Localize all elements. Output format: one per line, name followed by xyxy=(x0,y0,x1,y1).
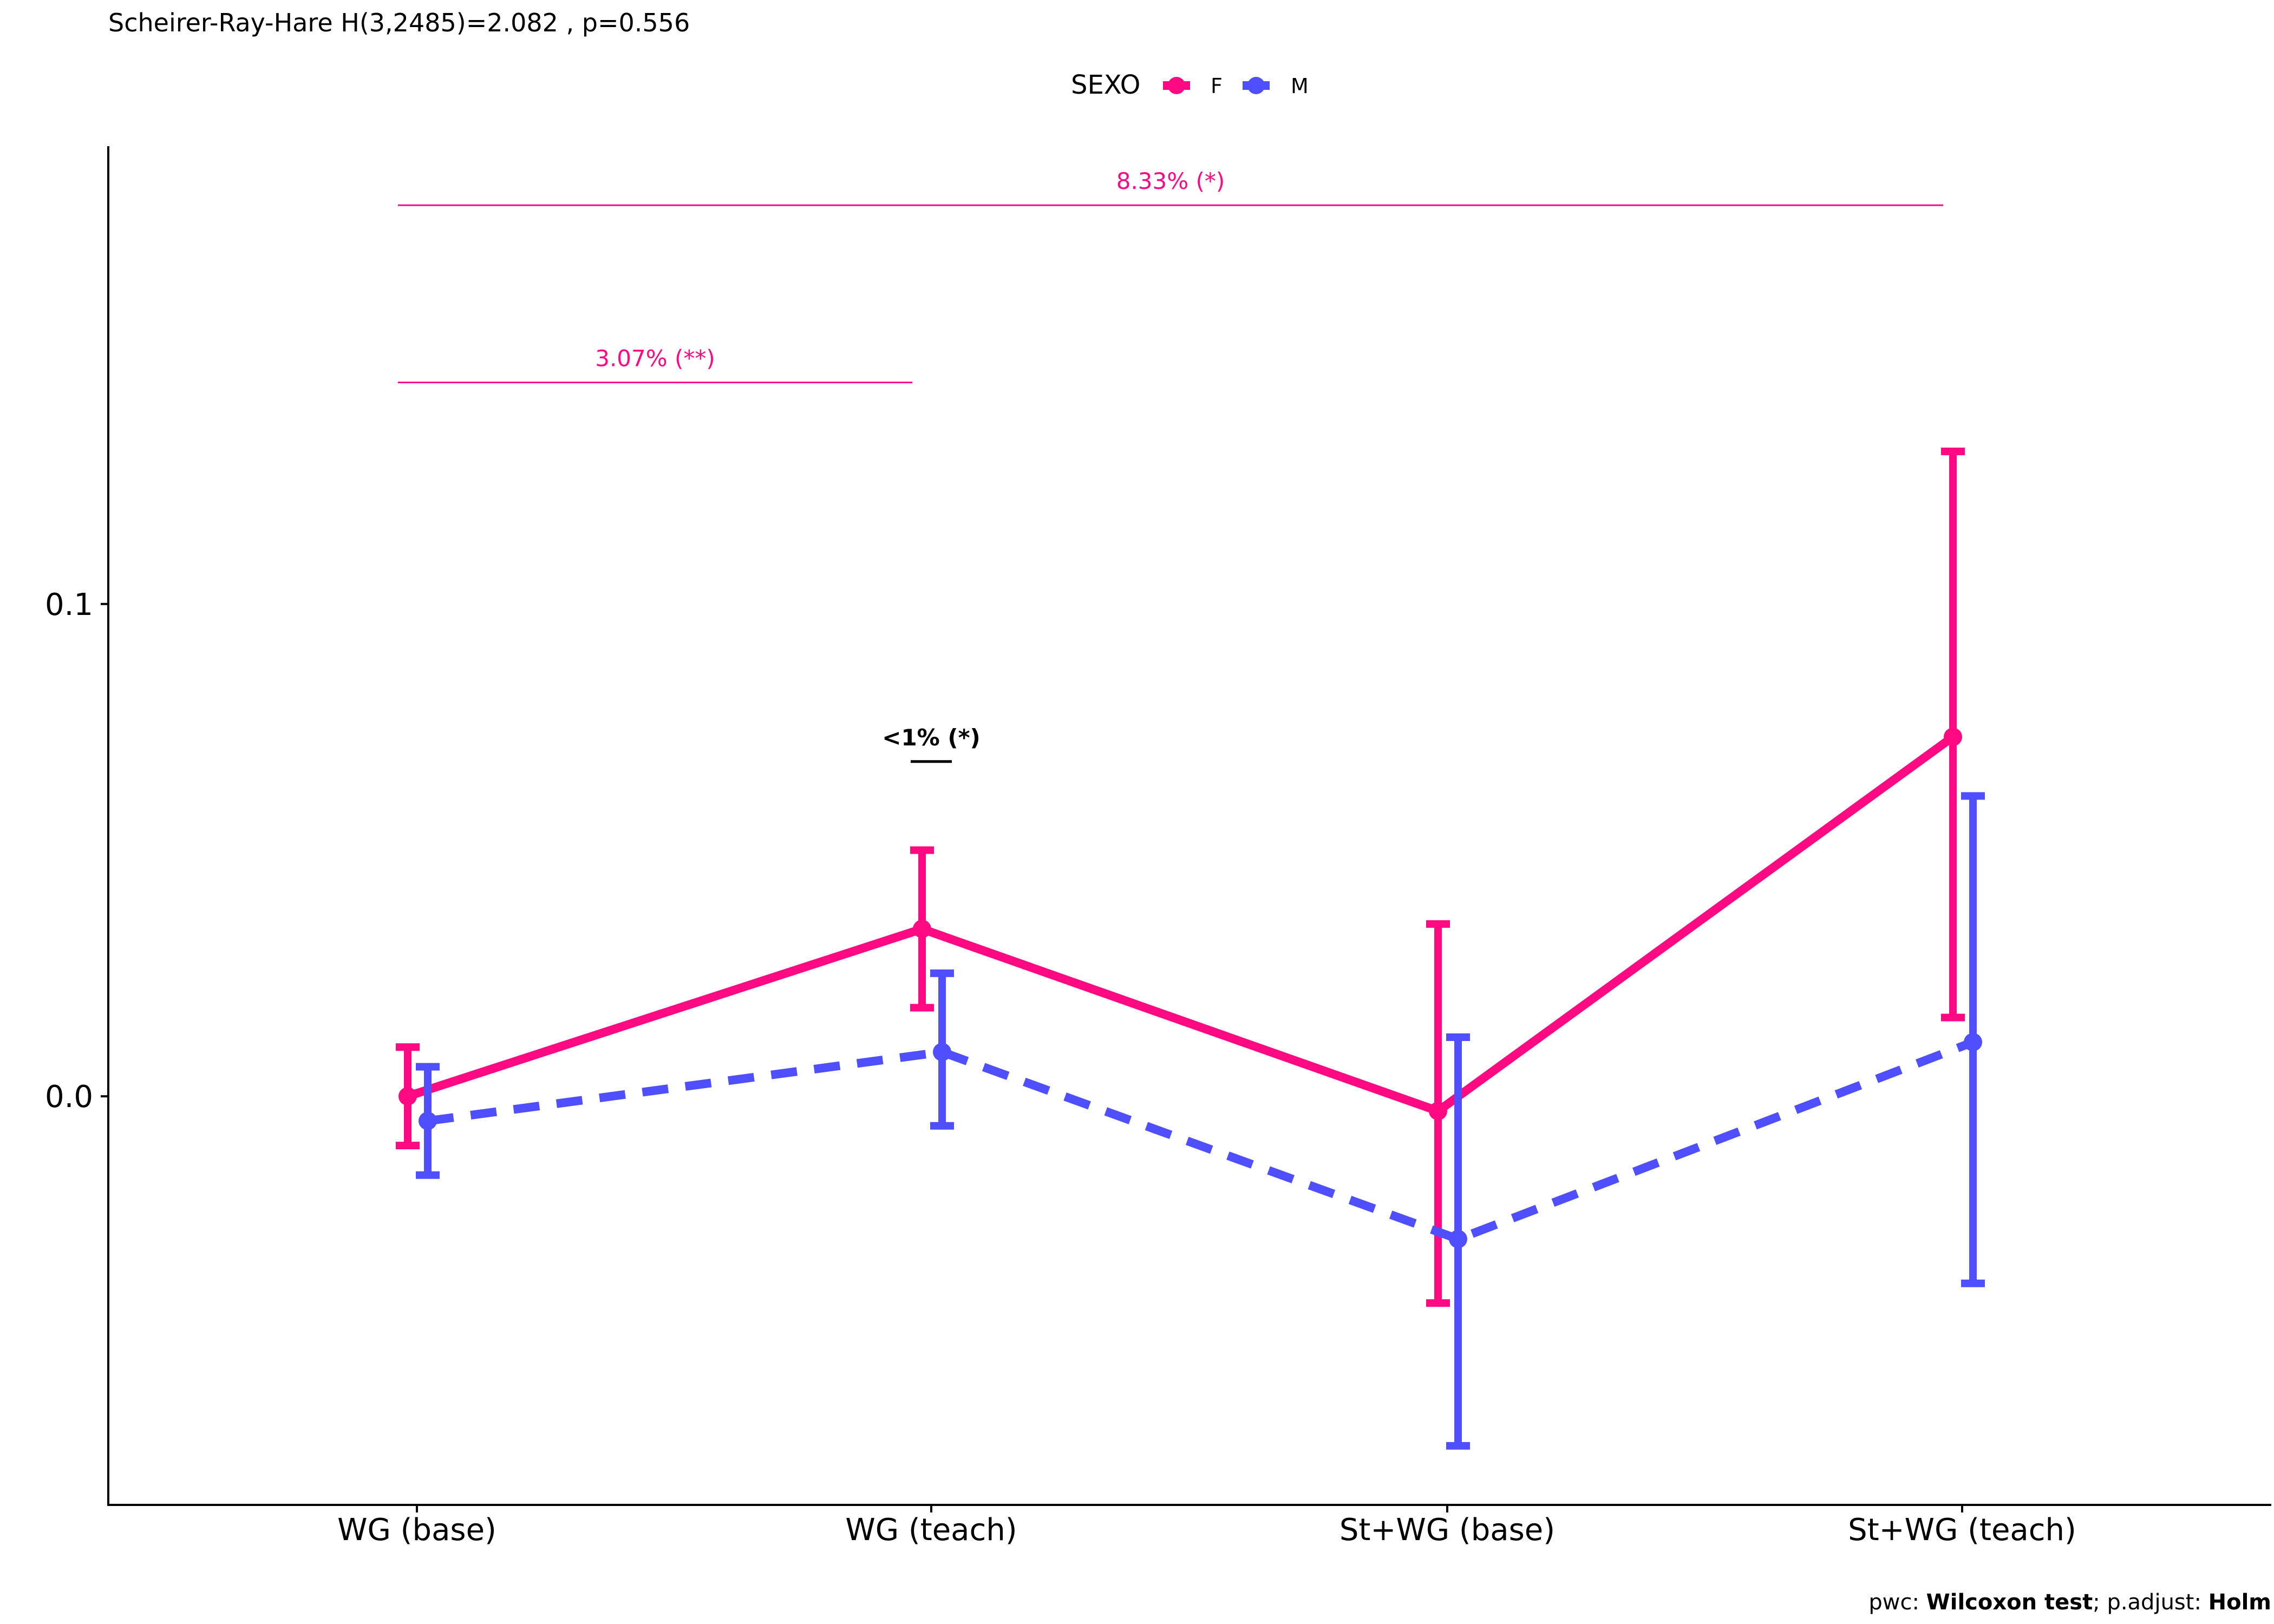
data-point xyxy=(419,1111,437,1130)
x-tick-label: St+WG (base) xyxy=(1339,1512,1555,1548)
series-m xyxy=(416,792,1985,1450)
series-f xyxy=(396,447,1965,1307)
legend-label-m: M xyxy=(1291,74,1309,98)
caption: pwc: Wilcoxon test; p.adjust: Holm xyxy=(1868,1590,2271,1615)
annotation-label: <1% (*) xyxy=(882,724,980,751)
data-point xyxy=(398,1087,417,1106)
legend: SEXO F M xyxy=(1071,70,1309,100)
data-point xyxy=(933,1043,951,1062)
data-point xyxy=(913,919,931,938)
legend-key-m-dot xyxy=(1247,77,1265,94)
legend-title: SEXO xyxy=(1071,70,1140,100)
data-point xyxy=(1944,728,1962,746)
chart-title: Scheirer-Ray-Hare H(3,2485)=2.082 , p=0.… xyxy=(108,8,690,37)
y-tick-label: 0.1 xyxy=(45,587,93,623)
caption-test: Wilcoxon test xyxy=(1926,1590,2093,1615)
x-tick-label: WG (base) xyxy=(337,1512,496,1548)
caption-prefix: pwc: xyxy=(1868,1590,1926,1615)
series-line-f xyxy=(406,733,1956,1116)
series-layer xyxy=(396,447,1985,1450)
data-point xyxy=(1964,1033,1982,1052)
x-ticks: WG (base) WG (teach) St+WG (base) St+WG (te… xyxy=(337,1505,2076,1548)
y-tick-label: 0.0 xyxy=(45,1079,93,1115)
x-tick-label: WG (teach) xyxy=(845,1512,1017,1548)
caption-middle: ; p.adjust: xyxy=(2093,1590,2208,1615)
series-line-m xyxy=(427,1038,1975,1243)
caption-method: Holm xyxy=(2208,1590,2271,1615)
x-tick-label: St+WG (teach) xyxy=(1848,1512,2076,1548)
annotation-label: 8.33% (*) xyxy=(1116,168,1225,194)
comparison-annotations: 8.33% (*) 3.07% (**) <1% (*) xyxy=(398,168,1943,763)
data-point xyxy=(1449,1229,1467,1248)
data-point xyxy=(1429,1102,1447,1121)
y-ticks: 0.0 0.1 xyxy=(45,587,108,1115)
legend-label-f: F xyxy=(1211,74,1223,98)
legend-key-f-dot xyxy=(1168,77,1185,94)
annotation-label: 3.07% (**) xyxy=(595,345,715,372)
